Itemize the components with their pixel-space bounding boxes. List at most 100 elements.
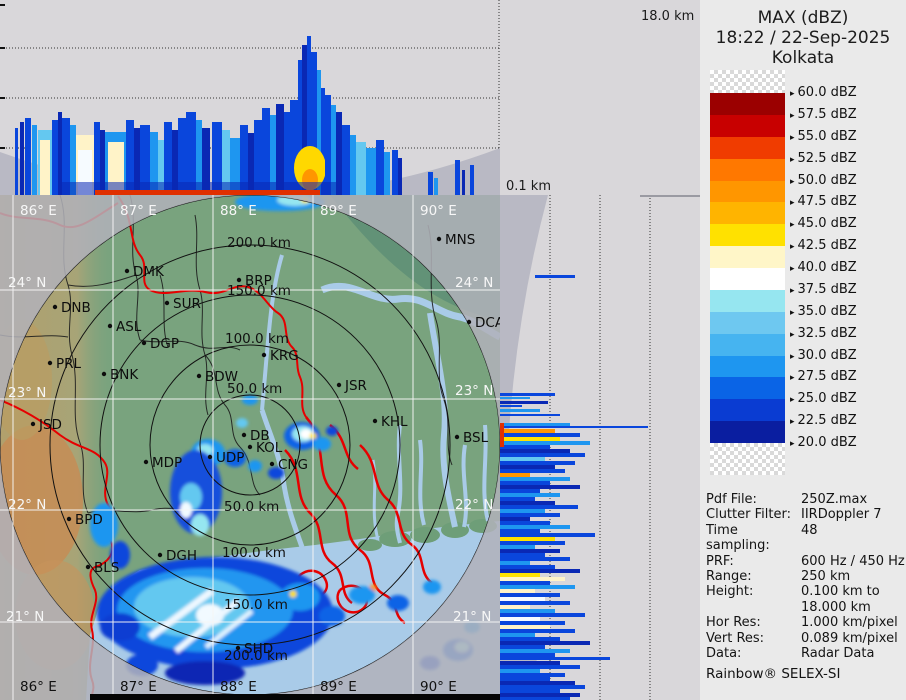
metadata-row: Range: 250 km bbox=[706, 569, 904, 584]
metadata-label: Range: bbox=[706, 569, 752, 585]
metadata-label: Data: bbox=[706, 646, 742, 662]
scale-block bbox=[710, 180, 785, 203]
scale-block bbox=[710, 246, 785, 268]
range-ring-label: 100.0 km bbox=[222, 545, 286, 561]
scale-block bbox=[710, 377, 785, 400]
city-label-ASL: ASL bbox=[116, 319, 142, 335]
top-panel-echoes bbox=[15, 36, 474, 195]
scale-tick-label: 40.0 dBZ bbox=[797, 260, 857, 275]
graticule-labels-layer: 24° N 24° N 23° N 23° N 22° N 22° N 21° N 21° N… bbox=[6, 203, 493, 695]
scale-tick-label: 25.0 dBZ bbox=[797, 391, 857, 407]
scale-tick-label: 37.5 dBZ bbox=[797, 281, 857, 297]
city-dot-KHL bbox=[372, 418, 378, 424]
latitude-label: 24° N bbox=[455, 275, 493, 291]
main-map-panel[interactable]: DMK BRP MNS SUR DNB ASL DGP DCA PRL BNK BDW KRG JSR K… bbox=[0, 195, 500, 700]
graticule bbox=[0, 195, 500, 700]
scale-block bbox=[710, 355, 785, 378]
city-label-BPD: BPD bbox=[75, 512, 103, 528]
scale-tick-arrow: ▸ bbox=[790, 89, 795, 99]
range-ring-label: 50.0 km bbox=[227, 381, 282, 397]
scale-tick-arrow: ▸ bbox=[790, 176, 795, 187]
scale-block bbox=[710, 421, 785, 443]
range-ring-label: 100.0 km bbox=[225, 331, 289, 347]
scale-tick-arrow: ▸ bbox=[790, 307, 795, 318]
legend-sidebar: MAX (dBZ) 18:22 / 22-Sep-2025 Kolkata ▸ 6… bbox=[700, 0, 906, 700]
city-dot-UDP bbox=[207, 454, 213, 460]
scale-tick-arrow: ▸ bbox=[790, 198, 795, 209]
city-label-UDP: UDP bbox=[216, 450, 244, 466]
scale-tick-arrow: ▸ bbox=[790, 110, 795, 121]
right-cross-section-plot bbox=[500, 195, 700, 700]
city-dot-MNS bbox=[436, 236, 442, 242]
city-dot-DNB bbox=[52, 304, 58, 310]
metadata-row: Pdf File: 250Z.max bbox=[706, 492, 904, 507]
metadata-label: Clutter Filter: bbox=[706, 507, 791, 523]
city-label-CNG: CNG bbox=[278, 457, 308, 473]
scale-tick-arrow: ▸ bbox=[790, 439, 795, 449]
scale-block-checker bbox=[710, 443, 785, 475]
scale-tick-arrow: ▸ bbox=[790, 417, 795, 428]
city-dot-BPD bbox=[66, 516, 72, 522]
height-axis-max-label: 18.0 km bbox=[641, 9, 695, 24]
city-dot-BRP bbox=[236, 277, 242, 283]
scale-tick-arrow: ▸ bbox=[790, 285, 795, 296]
city-dot-BSL bbox=[454, 434, 460, 440]
metadata-value: 600 Hz / 450 Hz bbox=[801, 553, 905, 569]
city-label-JSD: JSD bbox=[38, 417, 62, 433]
city-labels-layer: DMK BRP MNS SUR DNB ASL DGP DCA PRL BNK BDW KRG JSR K… bbox=[30, 232, 500, 657]
scale-tick-label: 30.0 dBZ bbox=[797, 347, 857, 363]
city-label-BDW: BDW bbox=[205, 369, 238, 385]
scale-tick-label: 57.5 dBZ bbox=[797, 106, 857, 122]
metadata-label: Pdf File: bbox=[706, 492, 757, 507]
dbz-color-scale: ▸ 60.0 dBZ ▸ 57.5 dBZ ▸ 55.0 dBZ ▸ 52.5 dBZ ▸ 50.… bbox=[710, 70, 900, 475]
city-label-BNK: BNK bbox=[110, 367, 139, 383]
scale-block bbox=[710, 399, 785, 422]
city-label-MNS: MNS bbox=[445, 232, 475, 248]
metadata-value: 0.100 km to bbox=[801, 584, 880, 600]
city-label-KRG: KRG bbox=[270, 348, 299, 364]
scale-tick-label: 20.0 dBZ bbox=[797, 435, 857, 450]
scale-tick-label: 35.0 dBZ bbox=[797, 303, 857, 319]
latitude-label: 22° N bbox=[8, 497, 46, 513]
city-dot-BDW bbox=[196, 373, 202, 379]
city-dot-DB bbox=[241, 432, 247, 438]
scale-tick-label: 47.5 dBZ bbox=[797, 194, 857, 210]
longitude-label-top: 86° E bbox=[20, 203, 57, 219]
metadata-row: 18.000 km bbox=[706, 600, 904, 615]
scale-tick-arrow: ▸ bbox=[790, 373, 795, 384]
longitude-label-top: 89° E bbox=[320, 203, 357, 219]
city-label-SHD: SHD bbox=[244, 641, 273, 657]
metadata-value: 250 km bbox=[801, 569, 851, 585]
metadata-label: Vert Res: bbox=[706, 630, 765, 646]
metadata-row: PRF: 600 Hz / 450 Hz bbox=[706, 553, 905, 569]
latitude-label: 21° N bbox=[453, 609, 491, 625]
metadata-row: Hor Res: 1.000 km/pixel bbox=[706, 615, 904, 630]
city-label-DNB: DNB bbox=[61, 300, 91, 316]
city-dot-DCA bbox=[466, 319, 472, 325]
metadata-label: Height: bbox=[706, 584, 754, 600]
map-echoes bbox=[90, 195, 480, 685]
longitude-label-bottom: 86° E bbox=[20, 679, 57, 695]
radar-map[interactable]: DMK BRP MNS SUR DNB ASL DGP DCA PRL BNK BDW KRG JSR K… bbox=[0, 195, 500, 700]
city-dot-BNK bbox=[101, 371, 107, 377]
city-dot-SUR bbox=[164, 300, 170, 306]
metadata-row: Data: Radar Data bbox=[706, 646, 904, 661]
city-dot-DMK bbox=[124, 268, 130, 274]
metadata-label: PRF: bbox=[706, 553, 734, 569]
city-label-BRP: BRP bbox=[245, 273, 272, 289]
metadata-label bbox=[706, 600, 801, 615]
scale-tick-label: 52.5 dBZ bbox=[797, 150, 857, 166]
city-label-DCA: DCA bbox=[475, 315, 500, 331]
range-ring-label: 150.0 km bbox=[227, 283, 291, 299]
ground-level-max-strip bbox=[500, 423, 504, 447]
range-ring-label: 50.0 km bbox=[224, 499, 279, 515]
ground-level-max-strip bbox=[95, 190, 320, 195]
city-label-JSR: JSR bbox=[344, 378, 367, 394]
product-metadata: Pdf File: 250Z.max Clutter Filter: IIRDoppl… bbox=[706, 492, 905, 682]
metadata-value: 48 bbox=[801, 522, 818, 538]
longitude-label-bottom: 89° E bbox=[320, 679, 357, 695]
top-cross-section-plot bbox=[0, 0, 500, 195]
out-of-range-mask bbox=[0, 195, 500, 700]
scale-block bbox=[710, 268, 785, 290]
scale-tick-arrow: ▸ bbox=[790, 154, 795, 165]
